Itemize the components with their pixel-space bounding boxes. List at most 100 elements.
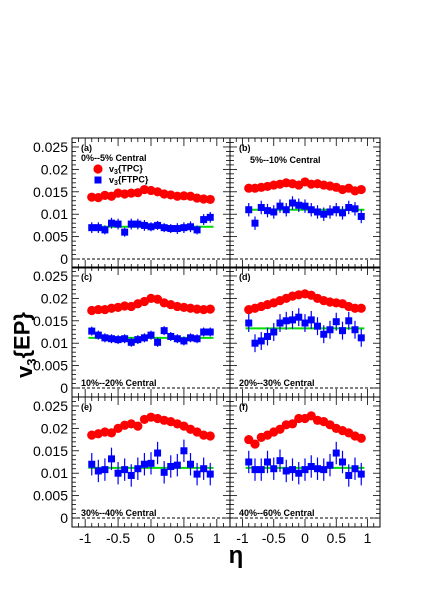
panel-letter: (d): [239, 272, 251, 282]
ftpc-point: [94, 224, 102, 232]
y-tick-label: 0.01: [41, 465, 68, 481]
ftpc-point: [301, 466, 309, 474]
panel-centrality-label: 10%--20% Central: [81, 378, 157, 388]
y-tick-label: 0: [60, 380, 68, 396]
ftpc-point: [114, 469, 122, 477]
ftpc-point: [251, 219, 259, 227]
ftpc-point: [295, 313, 303, 321]
y-tick-label: 0.02: [41, 420, 68, 436]
ftpc-point: [200, 216, 208, 224]
x-tick-label: 1: [364, 530, 372, 546]
panel-centrality-label: 20%--30% Central: [239, 378, 315, 388]
ftpc-point: [264, 207, 271, 215]
tpc-point: [120, 301, 130, 311]
panel-centrality-label: 40%--60% Central: [239, 508, 315, 518]
y-tick-label: 0.01: [41, 206, 68, 222]
ftpc-point: [357, 470, 365, 478]
ftpc-point: [114, 220, 122, 228]
ftpc-point: [301, 202, 309, 210]
ftpc-point: [270, 328, 278, 336]
ftpc-point: [276, 319, 284, 327]
ftpc-point: [101, 226, 109, 234]
ftpc-point: [295, 469, 303, 477]
ftpc-point: [307, 206, 315, 214]
ftpc-point: [257, 203, 265, 211]
ftpc-point: [206, 470, 214, 478]
ftpc-point: [270, 208, 278, 216]
ftpc-point: [134, 220, 142, 228]
ftpc-point: [326, 326, 334, 334]
ftpc-point: [167, 462, 175, 470]
ftpc-point: [200, 328, 208, 336]
ftpc-point: [251, 466, 259, 474]
ftpc-point: [332, 206, 340, 214]
ftpc-point: [140, 221, 148, 229]
tpc-point: [287, 419, 298, 429]
y-tick-label: 0.005: [33, 229, 68, 245]
y-tick-label: 0.02: [41, 161, 68, 177]
ftpc-point: [245, 319, 253, 327]
y-tick-label: 0.005: [33, 488, 68, 504]
ftpc-point: [351, 205, 359, 213]
ftpc-point: [351, 326, 359, 334]
ftpc-point: [276, 202, 284, 210]
y-tick-label: 0.015: [33, 443, 68, 459]
ftpc-point: [187, 334, 194, 342]
legend-marker-tpc: [93, 164, 103, 174]
ftpc-point: [289, 316, 296, 324]
y-tick-label: 0.025: [33, 398, 68, 414]
ftpc-point: [206, 328, 214, 336]
ftpc-point: [332, 449, 340, 457]
ftpc-point: [345, 203, 353, 211]
ftpc-point: [264, 458, 271, 466]
panel-centrality-label: 5%--10% Central: [250, 155, 321, 165]
ftpc-point: [193, 226, 201, 234]
ftpc-point: [154, 449, 162, 457]
ftpc-point: [326, 208, 334, 216]
ftpc-point: [154, 338, 162, 346]
ftpc-point: [127, 220, 135, 228]
ftpc-point: [114, 336, 122, 344]
ftpc-point: [282, 467, 290, 475]
ftpc-point: [88, 224, 96, 232]
ftpc-point: [147, 331, 155, 339]
y-tick-label: 0: [60, 251, 68, 267]
ftpc-point: [326, 461, 334, 469]
ftpc-point: [88, 460, 96, 468]
x-tick-label: 0.5: [327, 530, 347, 546]
y-tick-label: 0: [60, 510, 68, 526]
panel-letter: (b): [239, 143, 251, 153]
ftpc-point: [121, 466, 129, 474]
tpc-point: [106, 428, 117, 438]
y-tick-label: 0.025: [33, 139, 68, 155]
tpc-point: [133, 421, 143, 431]
ftpc-point: [264, 332, 271, 340]
ftpc-point: [339, 458, 346, 466]
ftpc-point: [206, 213, 214, 221]
y-tick-label: 0.015: [33, 184, 68, 200]
ftpc-point: [301, 319, 309, 327]
ftpc-point: [345, 471, 353, 479]
ftpc-point: [245, 206, 253, 214]
x-axis-title: η: [229, 542, 244, 569]
ftpc-point: [88, 327, 96, 335]
tpc-point: [199, 194, 209, 204]
ftpc-point: [173, 461, 181, 469]
ftpc-point: [320, 466, 328, 474]
ftpc-point: [282, 206, 290, 214]
ftpc-point: [94, 331, 102, 339]
ftpc-point: [345, 317, 353, 325]
ftpc-point: [289, 199, 296, 207]
ftpc-point: [357, 212, 365, 220]
ftpc-point: [108, 335, 115, 343]
tpc-point: [250, 439, 260, 449]
tpc-point: [192, 304, 202, 314]
ftpc-point: [257, 337, 265, 345]
tpc-point: [199, 304, 209, 315]
x-tick-label: -1: [79, 530, 92, 546]
ftpc-point: [134, 465, 142, 473]
tpc-point: [205, 431, 215, 441]
ftpc-point: [108, 455, 115, 463]
ftpc-point: [180, 447, 188, 455]
